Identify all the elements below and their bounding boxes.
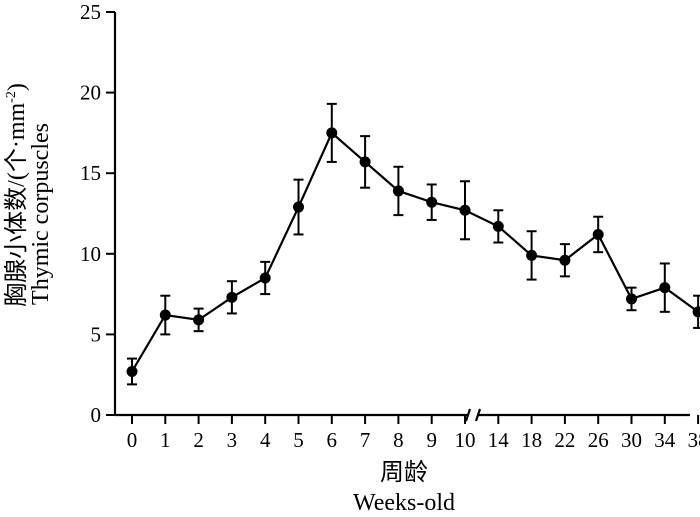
y-tick-label: 25 bbox=[80, 0, 101, 24]
data-point bbox=[426, 196, 438, 208]
x-tick-label: 30 bbox=[621, 428, 642, 452]
data-point bbox=[492, 220, 504, 232]
data-point bbox=[226, 291, 238, 303]
y-axis-title-cn-main: 胸腺小体数/(个·mm bbox=[3, 103, 30, 307]
y-tick-label: 20 bbox=[80, 81, 101, 105]
series-group bbox=[126, 102, 700, 386]
y-tick-label: 0 bbox=[91, 403, 102, 427]
data-point bbox=[126, 365, 138, 377]
x-axis-title: 周龄 Weeks-old bbox=[353, 459, 455, 516]
x-tick-label: 0 bbox=[127, 428, 138, 452]
data-point bbox=[193, 314, 205, 326]
data-point bbox=[259, 272, 271, 284]
data-point bbox=[293, 201, 304, 213]
data-point bbox=[659, 282, 671, 294]
x-tick-label: 5 bbox=[293, 428, 304, 452]
x-axis-title-cn: 周龄 bbox=[380, 459, 428, 486]
data-point bbox=[359, 156, 371, 168]
y-axis-title: 胸腺小体数/(个·mm-2) bbox=[3, 83, 30, 307]
x-tick-label: 18 bbox=[521, 428, 542, 452]
x-tick-label: 8 bbox=[393, 428, 404, 452]
data-point bbox=[626, 293, 637, 305]
x-tick-label: 9 bbox=[426, 428, 437, 452]
x-tick-label: 3 bbox=[227, 428, 238, 452]
x-tick-label: 26 bbox=[588, 428, 609, 452]
x-tick-label: 10 bbox=[455, 428, 476, 452]
axis-break-mark-right bbox=[474, 408, 482, 422]
data-point bbox=[526, 249, 538, 261]
axis-break-mark-left bbox=[464, 408, 472, 422]
data-point bbox=[692, 306, 700, 318]
data-point bbox=[159, 309, 171, 321]
x-axis-title-en: Weeks-old bbox=[353, 490, 455, 516]
x-tick-label: 14 bbox=[488, 428, 510, 452]
x-tick-label: 2 bbox=[193, 428, 204, 452]
axes bbox=[113, 12, 690, 422]
x-tick-label: 38 bbox=[688, 428, 700, 452]
x-tick-label: 7 bbox=[360, 428, 371, 452]
data-point bbox=[392, 185, 404, 197]
y-axis-ticks: 0 5 10 15 20 25 bbox=[80, 0, 115, 427]
series-line bbox=[131, 131, 699, 373]
x-axis-ticks: 01234567891014182226303438 bbox=[127, 415, 700, 452]
y-axis-title-cn-sup: -2 bbox=[4, 91, 19, 103]
data-point bbox=[592, 228, 604, 240]
x-tick-label: 22 bbox=[554, 428, 575, 452]
y-axis-title-cn: 胸腺小体数/(个·mm-2) bbox=[3, 83, 30, 307]
y-tick-label: 5 bbox=[91, 322, 102, 346]
x-tick-label: 34 bbox=[654, 428, 676, 452]
x-tick-label: 1 bbox=[160, 428, 171, 452]
y-axis-title-en-wrap: Thymic corpuscles bbox=[28, 123, 54, 305]
x-tick-label: 4 bbox=[260, 428, 271, 452]
y-tick-label: 10 bbox=[80, 242, 101, 266]
x-tick-label: 6 bbox=[327, 428, 338, 452]
data-point bbox=[559, 254, 571, 266]
y-axis-title-cn-close: ) bbox=[4, 83, 30, 91]
y-tick-label: 15 bbox=[80, 161, 101, 185]
data-point bbox=[326, 127, 338, 139]
y-axis-title-en: Thymic corpuscles bbox=[28, 123, 54, 305]
data-point bbox=[459, 204, 471, 216]
